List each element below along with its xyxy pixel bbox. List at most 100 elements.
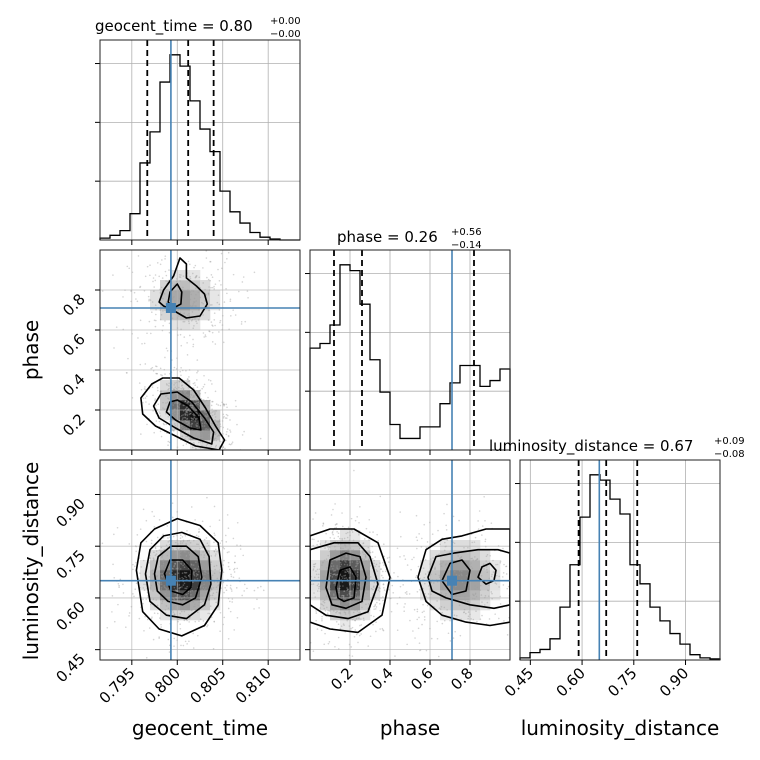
- sample-point: [241, 434, 244, 436]
- sample-point: [219, 423, 222, 425]
- sample-point: [223, 403, 225, 406]
- sample-point: [207, 566, 210, 568]
- sample-point: [336, 588, 339, 590]
- sample-point: [152, 559, 155, 562]
- sample-point: [192, 600, 194, 603]
- sample-point: [190, 424, 192, 426]
- sample-point: [200, 452, 202, 454]
- sample-point: [180, 425, 183, 427]
- sample-point: [161, 259, 163, 261]
- sample-point: [167, 638, 170, 641]
- sample-point: [216, 429, 218, 432]
- density-cell: [170, 270, 181, 281]
- sample-point: [503, 563, 505, 566]
- sample-point: [365, 560, 367, 562]
- sample-point: [199, 595, 202, 598]
- sample-point: [215, 591, 218, 594]
- sample-point: [441, 586, 444, 589]
- sample-point: [226, 428, 229, 430]
- sample-point: [201, 441, 204, 444]
- sample-point: [312, 568, 315, 570]
- sample-point: [160, 435, 163, 438]
- sample-point: [523, 580, 525, 582]
- sample-point: [188, 315, 191, 317]
- sample-point: [233, 571, 236, 573]
- density-cell: [440, 600, 451, 611]
- sample-point: [188, 539, 191, 542]
- sample-point: [339, 607, 342, 610]
- sample-point: [366, 584, 368, 587]
- sample-point: [207, 396, 209, 399]
- sample-point: [157, 389, 159, 392]
- density-cell: [210, 560, 221, 571]
- sample-point: [162, 407, 164, 409]
- sample-point: [165, 402, 167, 404]
- xtick-label-phase-1: 0.4: [367, 664, 397, 694]
- sample-point: [345, 555, 347, 558]
- sample-point: [195, 305, 197, 307]
- sample-point: [355, 562, 358, 564]
- sample-point: [452, 515, 455, 518]
- sample-point: [206, 542, 209, 545]
- sample-point: [464, 584, 467, 586]
- sample-point: [187, 400, 190, 403]
- xlabel-geocent-time: geocent_time: [132, 716, 268, 740]
- sample-point: [183, 320, 186, 323]
- sample-point: [338, 601, 341, 604]
- sample-point: [165, 347, 168, 350]
- sample-point: [223, 559, 225, 562]
- sample-point: [300, 514, 302, 516]
- sample-point: [140, 388, 143, 391]
- sample-point: [379, 562, 381, 564]
- sample-point: [356, 575, 359, 578]
- sample-point: [177, 309, 180, 312]
- sample-point: [183, 300, 185, 302]
- sample-point: [182, 414, 184, 416]
- sample-point: [444, 594, 447, 597]
- sample-point: [383, 564, 385, 566]
- sample-point: [455, 614, 458, 617]
- sample-point: [192, 571, 195, 573]
- sample-point: [351, 561, 354, 563]
- sample-point: [132, 568, 134, 571]
- sample-point: [382, 561, 384, 564]
- sample-point: [178, 587, 181, 590]
- sample-point: [359, 597, 362, 600]
- density-cell: [200, 310, 211, 321]
- sample-point: [367, 575, 370, 578]
- sample-point: [458, 519, 460, 522]
- sample-point: [159, 367, 162, 370]
- sample-point: [93, 620, 95, 622]
- sample-point: [180, 274, 182, 276]
- sample-point: [156, 574, 159, 577]
- sample-point: [373, 559, 376, 562]
- sample-point: [152, 598, 155, 601]
- sample-point: [323, 599, 326, 602]
- density-cell: [170, 400, 181, 411]
- sample-point: [430, 581, 433, 584]
- sample-point: [344, 571, 346, 573]
- sample-point: [207, 404, 209, 407]
- sample-point: [312, 563, 315, 566]
- sample-point: [132, 563, 134, 566]
- sample-point: [335, 550, 338, 553]
- sample-point: [331, 532, 334, 534]
- sample-point: [302, 605, 304, 607]
- density-cell: [170, 570, 181, 581]
- sample-point: [152, 557, 155, 559]
- sample-point: [201, 430, 203, 432]
- sample-point: [325, 532, 327, 535]
- sample-point: [356, 578, 359, 581]
- sample-point: [140, 248, 142, 250]
- sample-point: [467, 546, 469, 549]
- sample-point: [212, 460, 214, 462]
- sample-point: [493, 571, 496, 573]
- sample-point: [373, 585, 375, 587]
- sample-point: [350, 582, 352, 585]
- sample-point: [373, 562, 375, 565]
- sample-point: [321, 603, 323, 606]
- sample-point: [367, 603, 370, 605]
- sample-point: [196, 577, 199, 580]
- sample-point: [181, 586, 183, 588]
- sample-point: [213, 413, 216, 416]
